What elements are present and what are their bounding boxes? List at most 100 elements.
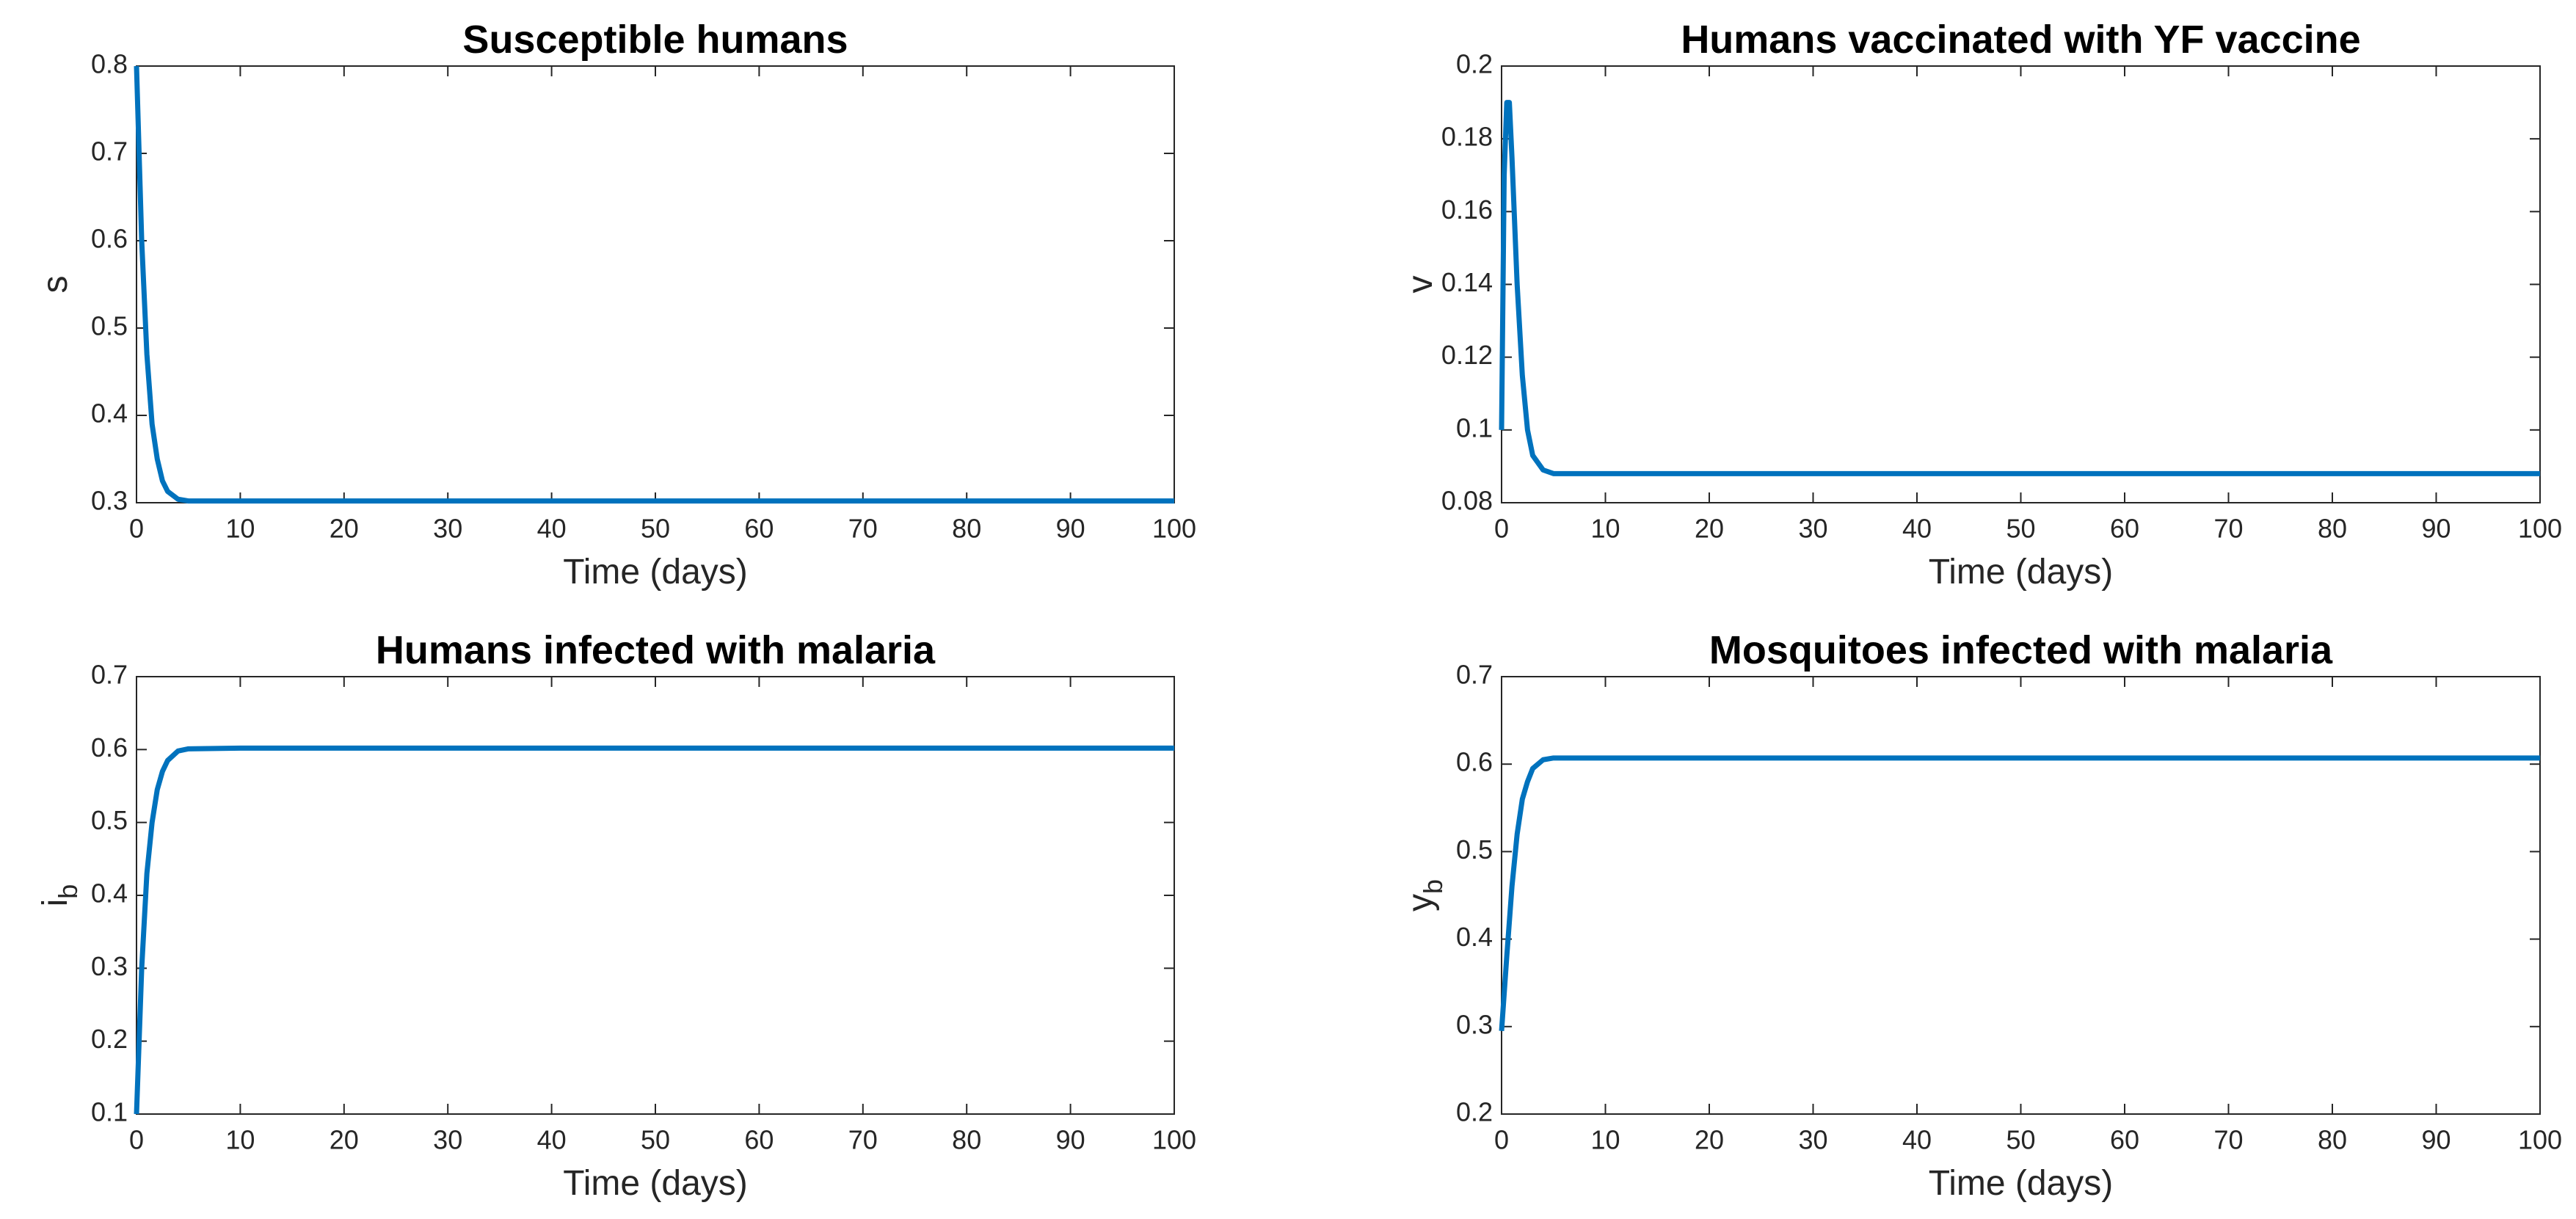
y-tick-label: 0.1 (91, 1097, 128, 1127)
axes-box (1501, 65, 2541, 503)
x-tick-label: 70 (848, 1125, 878, 1155)
x-tick-label: 20 (330, 514, 359, 544)
x-tick-label: 10 (1590, 514, 1620, 544)
x-tick-label: 60 (744, 1125, 774, 1155)
y-tick-label: 0.6 (1456, 747, 1493, 777)
y-tick-label: 0.2 (1456, 1097, 1493, 1127)
x-tick-label: 30 (1798, 514, 1827, 544)
y-tick-label: 0.2 (91, 1024, 128, 1054)
x-tick-label: 60 (2110, 1125, 2139, 1155)
y-axis-label: ib (36, 884, 83, 907)
y-tick-label: 0.4 (91, 399, 128, 429)
x-tick-label: 30 (433, 1125, 462, 1155)
axes-box (136, 676, 1175, 1115)
y-tick-label: 0.5 (91, 805, 128, 835)
x-tick-label: 10 (225, 514, 255, 544)
y-tick-label: 0.8 (91, 49, 128, 79)
x-axis-label: Time (days) (1929, 1164, 2114, 1203)
x-tick-label: 0 (129, 1125, 144, 1155)
y-label-base: s (36, 276, 75, 294)
y-tick-label: 0.7 (91, 137, 128, 167)
x-tick-label: 0 (1494, 1125, 1509, 1155)
x-tick-label: 10 (1590, 1125, 1620, 1155)
x-tick-label: 60 (2110, 514, 2139, 544)
x-tick-label: 100 (2518, 1125, 2562, 1155)
y-tick-label: 0.4 (91, 878, 128, 909)
x-tick-label: 70 (2213, 514, 2243, 544)
data-line (1499, 100, 2540, 476)
x-tick-label: 90 (2421, 1125, 2451, 1155)
x-tick-label: 100 (1152, 1125, 1196, 1155)
subplot: 0 10 20 30 40 50 60 70 80 90 100 0.1 0.2 0.3 0.4 0.5 0.6… (36, 628, 1196, 1203)
x-tick-label: 80 (2318, 514, 2347, 544)
x-tick-label: 30 (1798, 1125, 1827, 1155)
y-axis-label: s (36, 276, 75, 294)
subplot: 0 10 20 30 40 50 60 70 80 90 100 0.2 0.3 0.4 0.5 0.6 0.7… (1401, 628, 2562, 1203)
x-tick-label: 80 (952, 514, 981, 544)
y-tick-label: 0.14 (1441, 267, 1493, 297)
x-tick-label: 80 (2318, 1125, 2347, 1155)
subplot-title: Susceptible humans (462, 18, 848, 62)
y-tick-label: 0.08 (1441, 486, 1493, 516)
y-tick-label: 0.4 (1456, 922, 1493, 952)
y-tick-label: 0.12 (1441, 340, 1493, 370)
x-tick-label: 90 (1056, 1125, 1085, 1155)
y-label-subscript: b (53, 884, 83, 899)
y-tick-label: 0.6 (91, 224, 128, 254)
x-tick-label: 50 (641, 1125, 670, 1155)
x-tick-label: 40 (537, 1125, 567, 1155)
x-tick-label: 40 (1902, 514, 1932, 544)
x-tick-label: 90 (1056, 514, 1085, 544)
y-tick-label: 0.7 (1456, 660, 1493, 690)
data-line (134, 745, 1174, 1115)
y-tick-label: 0.3 (91, 951, 128, 981)
y-label-base: v (1401, 276, 1440, 294)
y-label-subscript: b (1418, 879, 1448, 894)
x-tick-label: 100 (2518, 514, 2562, 544)
x-tick-label: 20 (1695, 514, 1724, 544)
x-tick-label: 0 (129, 514, 144, 544)
subplot-title: Mosquitoes infected with malaria (1709, 628, 2333, 672)
y-tick-label: 0.3 (1456, 1009, 1493, 1039)
axes-box (136, 65, 1175, 503)
x-tick-label: 100 (1152, 514, 1196, 544)
x-axis-label: Time (days) (563, 553, 748, 592)
x-axis-label: Time (days) (563, 1164, 748, 1203)
x-tick-label: 40 (537, 514, 567, 544)
subplot-title: Humans infected with malaria (376, 628, 936, 672)
y-tick-label: 0.3 (91, 486, 128, 516)
y-tick-label: 0.5 (91, 311, 128, 341)
x-tick-label: 30 (433, 514, 462, 544)
y-tick-label: 0.6 (91, 732, 128, 763)
x-tick-label: 50 (2006, 514, 2035, 544)
y-tick-label: 0.1 (1456, 412, 1493, 443)
x-tick-label: 40 (1902, 1125, 1932, 1155)
x-tick-label: 50 (2006, 1125, 2035, 1155)
y-tick-label: 0.5 (1456, 834, 1493, 865)
y-tick-label: 0.18 (1441, 122, 1493, 152)
x-tick-label: 20 (330, 1125, 359, 1155)
x-tick-label: 0 (1494, 514, 1509, 544)
subplot: 0 10 20 30 40 50 60 70 80 90 100 0.3 0.4 0.5 0.6 0.7 0.8… (36, 18, 1196, 592)
x-tick-label: 70 (848, 514, 878, 544)
x-tick-label: 60 (744, 514, 774, 544)
axes-box (1501, 676, 2541, 1115)
y-tick-label: 0.7 (91, 660, 128, 690)
y-axis-label: v (1401, 276, 1440, 294)
x-tick-label: 20 (1695, 1125, 1724, 1155)
x-tick-label: 70 (2213, 1125, 2243, 1155)
x-axis-label: Time (days) (1929, 553, 2114, 592)
x-tick-label: 80 (952, 1125, 981, 1155)
y-axis-label: yb (1401, 879, 1448, 911)
y-tick-label: 0.16 (1441, 194, 1493, 225)
y-label-base: i (36, 899, 75, 907)
x-tick-label: 50 (641, 514, 670, 544)
subplot: 0 10 20 30 40 50 60 70 80 90 100 0.08 0.1 0.12 0.14 0.1… (1401, 18, 2562, 592)
y-label-base: y (1401, 894, 1440, 911)
subplot-title: Humans vaccinated with YF vaccine (1681, 18, 2360, 62)
x-tick-label: 90 (2421, 514, 2451, 544)
data-line (1499, 755, 2540, 1032)
x-tick-label: 10 (225, 1125, 255, 1155)
data-line (134, 65, 1174, 504)
